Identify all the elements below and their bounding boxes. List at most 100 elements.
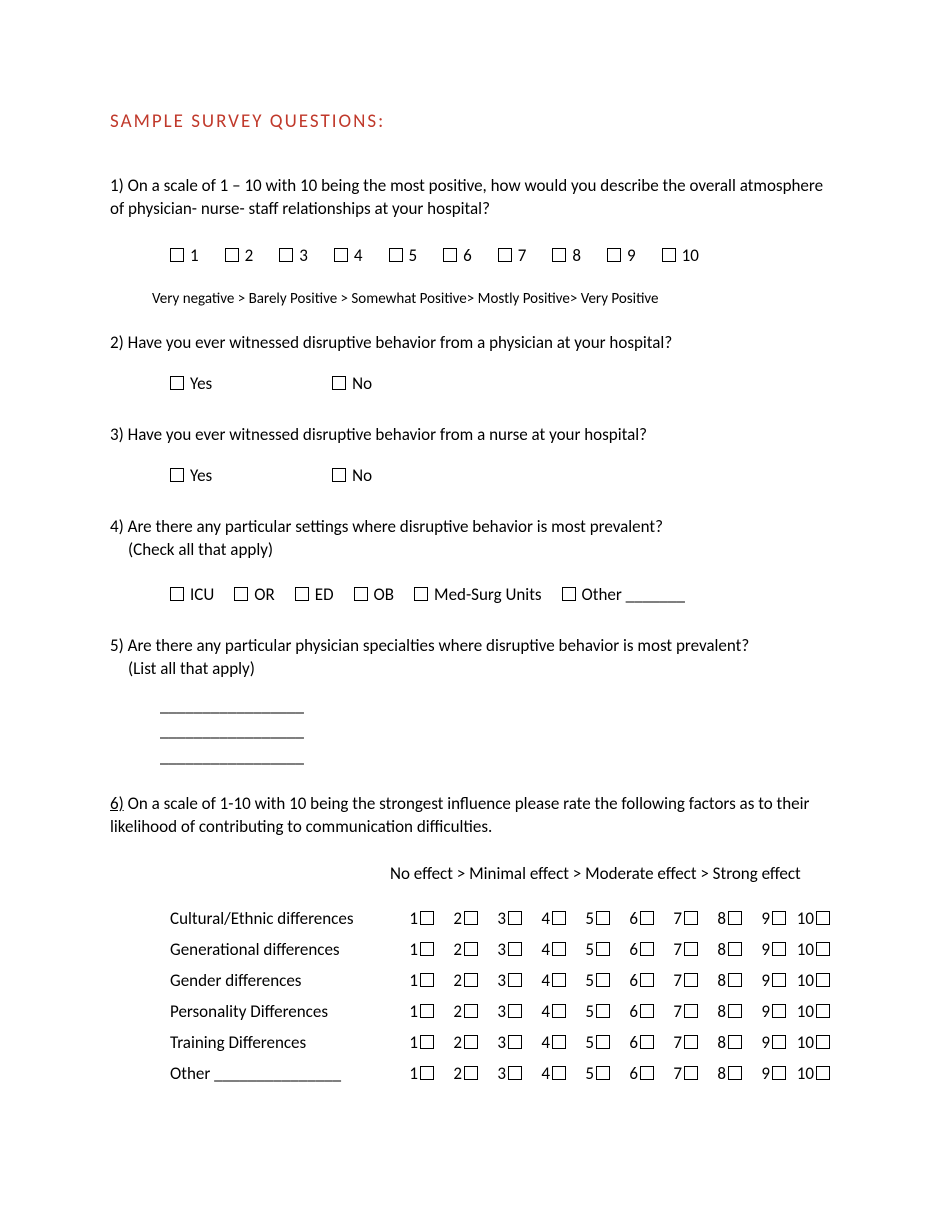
q6-checkbox[interactable] — [464, 911, 478, 925]
q6-scale-cell: 8 — [708, 970, 752, 991]
q6-checkbox[interactable] — [420, 1035, 434, 1049]
q6-checkbox[interactable] — [772, 942, 786, 956]
q6-checkbox[interactable] — [728, 1004, 742, 1018]
q6-checkbox[interactable] — [552, 1004, 566, 1018]
q6-checkbox[interactable] — [816, 942, 830, 956]
q6-checkbox[interactable] — [640, 1004, 654, 1018]
q6-scale-cell: 8 — [708, 908, 752, 929]
q4-checkbox[interactable] — [354, 587, 368, 601]
q1-scale-option: 1 — [170, 245, 199, 266]
q1-checkbox-4[interactable] — [334, 248, 348, 262]
q1-checkbox-8[interactable] — [552, 248, 566, 262]
q6-checkbox[interactable] — [684, 911, 698, 925]
q6-scale-number: 3 — [488, 970, 506, 991]
q6-checkbox[interactable] — [772, 1066, 786, 1080]
q6-checkbox[interactable] — [684, 1004, 698, 1018]
q6-checkbox[interactable] — [640, 942, 654, 956]
q1-checkbox-label: 1 — [190, 245, 199, 266]
q6-checkbox[interactable] — [684, 1035, 698, 1049]
q4-checkbox[interactable] — [562, 587, 576, 601]
q4-instruction: (Check all that apply) — [128, 539, 273, 560]
q6-checkbox[interactable] — [728, 911, 742, 925]
q6-checkbox[interactable] — [596, 1004, 610, 1018]
q6-checkbox[interactable] — [728, 973, 742, 987]
q6-checkbox[interactable] — [464, 942, 478, 956]
q6-scale-number: 2 — [444, 908, 462, 929]
q6-checkbox[interactable] — [508, 1066, 522, 1080]
q3-no-checkbox[interactable] — [332, 468, 346, 482]
q4-checkbox[interactable] — [295, 587, 309, 601]
q1-checkbox-10[interactable] — [662, 248, 676, 262]
q6-scale-number: 3 — [488, 1001, 506, 1022]
q6-checkbox[interactable] — [508, 1004, 522, 1018]
q4-checkbox[interactable] — [234, 587, 248, 601]
q6-checkbox[interactable] — [420, 942, 434, 956]
q4-checkbox[interactable] — [170, 587, 184, 601]
q4-option: OB — [354, 584, 395, 605]
q6-checkbox[interactable] — [728, 1066, 742, 1080]
q6-checkbox[interactable] — [772, 911, 786, 925]
q6-checkbox[interactable] — [508, 973, 522, 987]
q6-checkbox[interactable] — [816, 1035, 830, 1049]
q6-checkbox[interactable] — [816, 973, 830, 987]
q6-checkbox[interactable] — [684, 973, 698, 987]
q6-scale-cell: 9 — [752, 908, 796, 929]
q6-checkbox[interactable] — [728, 942, 742, 956]
q6-checkbox[interactable] — [464, 1004, 478, 1018]
q6-scale-cell: 10 — [796, 970, 840, 991]
q6-checkbox[interactable] — [552, 942, 566, 956]
q6-checkbox[interactable] — [684, 942, 698, 956]
q6-checkbox[interactable] — [684, 1066, 698, 1080]
q6-checkbox[interactable] — [420, 973, 434, 987]
q2-no-checkbox[interactable] — [332, 376, 346, 390]
q6-checkbox[interactable] — [816, 1066, 830, 1080]
q6-checkbox[interactable] — [640, 1066, 654, 1080]
q6-scale-cell: 5 — [576, 970, 620, 991]
q6-scale-cell: 10 — [796, 908, 840, 929]
q6-checkbox[interactable] — [596, 942, 610, 956]
q6-checkbox[interactable] — [596, 1066, 610, 1080]
q6-checkbox[interactable] — [552, 911, 566, 925]
q6-checkbox[interactable] — [552, 973, 566, 987]
q6-checkbox[interactable] — [772, 973, 786, 987]
q6-scale-cell: 7 — [664, 970, 708, 991]
q2-yes-checkbox[interactable] — [170, 376, 184, 390]
q6-checkbox[interactable] — [640, 911, 654, 925]
q6-checkbox[interactable] — [640, 973, 654, 987]
q6-checkbox[interactable] — [596, 911, 610, 925]
q6-checkbox[interactable] — [816, 911, 830, 925]
q6-checkbox[interactable] — [596, 973, 610, 987]
q5-blank-lines[interactable]: _________________ _________________ ____… — [160, 693, 840, 770]
q6-checkbox[interactable] — [464, 973, 478, 987]
q6-checkbox[interactable] — [772, 1004, 786, 1018]
q6-checkbox[interactable] — [508, 1035, 522, 1049]
q6-checkbox[interactable] — [464, 1066, 478, 1080]
q6-checkbox[interactable] — [640, 1035, 654, 1049]
q6-checkbox[interactable] — [552, 1035, 566, 1049]
q1-checkbox-7[interactable] — [498, 248, 512, 262]
q1-checkbox-5[interactable] — [389, 248, 403, 262]
q6-scale-cell: 1 — [400, 939, 444, 960]
q1-checkbox-1[interactable] — [170, 248, 184, 262]
q6-checkbox[interactable] — [816, 1004, 830, 1018]
q6-checkbox[interactable] — [420, 1004, 434, 1018]
q3-yes-checkbox[interactable] — [170, 468, 184, 482]
q1-checkbox-3[interactable] — [279, 248, 293, 262]
q6-checkbox[interactable] — [508, 942, 522, 956]
q6-scale-number: 1 — [400, 1032, 418, 1053]
q6-checkbox[interactable] — [420, 911, 434, 925]
q1-checkbox-6[interactable] — [443, 248, 457, 262]
q6-checkbox[interactable] — [420, 1066, 434, 1080]
q4-checkbox[interactable] — [414, 587, 428, 601]
q1-checkbox-9[interactable] — [607, 248, 621, 262]
q6-checkbox[interactable] — [728, 1035, 742, 1049]
q6-scale-cell: 1 — [400, 908, 444, 929]
q6-scale-cell: 2 — [444, 908, 488, 929]
q6-checkbox[interactable] — [596, 1035, 610, 1049]
q6-checkbox[interactable] — [772, 1035, 786, 1049]
q1-checkbox-2[interactable] — [225, 248, 239, 262]
q6-checkbox[interactable] — [552, 1066, 566, 1080]
q6-checkbox[interactable] — [464, 1035, 478, 1049]
q2-no-label: No — [352, 373, 372, 394]
q6-checkbox[interactable] — [508, 911, 522, 925]
